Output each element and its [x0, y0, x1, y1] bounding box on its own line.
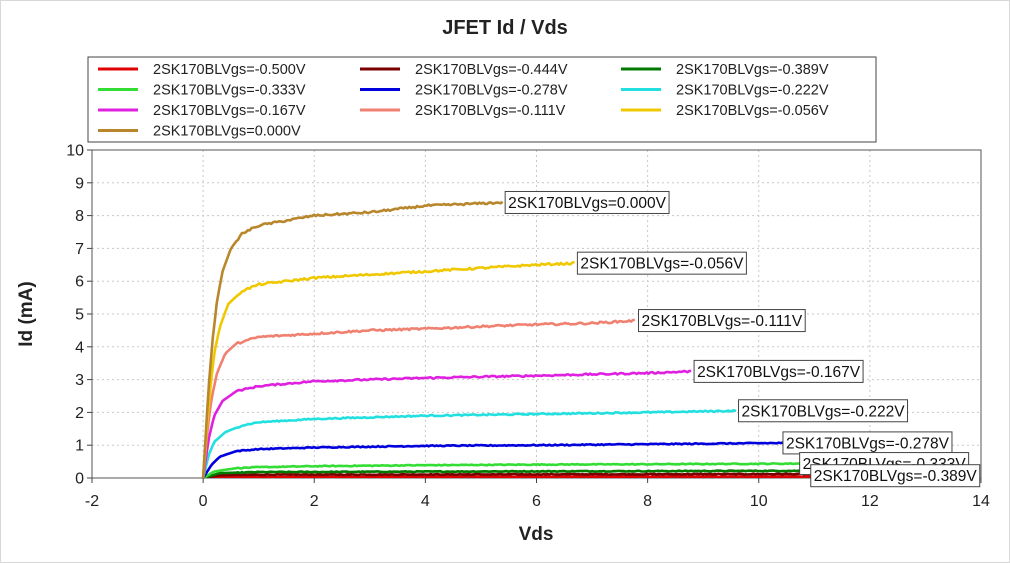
y-tick-label: 0 — [75, 471, 84, 488]
annotation-box — [576, 251, 747, 275]
series-line-2 — [202, 469, 815, 478]
annotation-label: 2SK170BLVgs=-0.278V — [786, 435, 950, 452]
annotation-box — [738, 399, 909, 423]
annotation-box — [638, 309, 806, 333]
legend: 2SK170BLVgs=-0.500V 2SK170BLVgs=-0.444V 2S… — [87, 56, 877, 143]
series-line-4 — [202, 441, 791, 478]
annotation: 2SK170BLVgs=-0.056V — [576, 251, 747, 275]
y-tick-label: 10 — [66, 143, 84, 160]
annotation-label: 2SK170BLVgs=-0.222V — [742, 403, 906, 420]
annotations: 2SK170BLVgs=0.000V 2SK170BLVgs=-0.056V 2SK… — [504, 190, 981, 488]
y-tick-label: 3 — [75, 372, 84, 389]
y-tick-label: 6 — [75, 274, 84, 291]
annotation: 2SK170BLVgs=-0.111V — [638, 309, 806, 333]
series-group — [201, 200, 815, 478]
annotation-label: 2SK170BLVgs=-0.389V — [814, 468, 978, 485]
legend-item: 2SK170BLVgs=-0.056V — [676, 103, 829, 119]
annotation: 2SK170BLVgs=-0.167V — [693, 359, 864, 383]
series-line-3 — [202, 462, 808, 478]
y-tick-label: 2 — [75, 405, 84, 422]
annotation-label: 2SK170BLVgs=0.000V — [508, 195, 667, 212]
annotation: 2SK170BLVgs=-0.278V — [782, 431, 953, 455]
legend-box — [87, 56, 877, 143]
legend-item: 2SK170BLVgs=-0.500V — [153, 62, 306, 78]
y-axis-label: Id (mA) — [16, 281, 37, 346]
x-tick-label: 0 — [199, 493, 208, 510]
legend-item: 2SK170BLVgs=-0.111V — [415, 103, 566, 119]
legend-item: 2SK170BLVgs=-0.278V — [415, 83, 568, 99]
y-tick-label: 1 — [75, 438, 84, 455]
annotation-label: 2SK170BLVgs=-0.056V — [580, 256, 744, 273]
y-axis: 0 1 2 3 4 5 6 7 8 9 10 — [66, 143, 92, 488]
series-line-7 — [201, 318, 636, 478]
x-tick-label: -2 — [85, 493, 99, 510]
y-tick-label: 5 — [75, 307, 84, 324]
series-line-6 — [201, 369, 692, 478]
series-line-0 — [203, 475, 814, 478]
legend-item: 2SK170BLVgs=-0.444V — [415, 62, 568, 78]
y-tick-label: 4 — [75, 339, 84, 356]
legend-item: 2SK170BLVgs=0.000V — [153, 124, 301, 140]
annotation: 2SK170BLVgs=0.000V — [504, 190, 670, 214]
chart-title: JFET Id / Vds — [442, 17, 568, 39]
annotation: 2SK170BLVgs=-0.389V — [810, 464, 981, 488]
legend-item: 2SK170BLVgs=-0.167V — [153, 103, 306, 119]
annotation-label: 2SK170BLVgs=-0.167V — [697, 364, 861, 381]
annotation: 2SK170BLVgs=-0.222V — [738, 399, 909, 423]
y-tick-label: 8 — [75, 208, 84, 225]
legend-item: 2SK170BLVgs=-0.222V — [676, 83, 829, 99]
x-tick-label: 6 — [532, 493, 541, 510]
annotation-label: 2SK170BLVgs=-0.111V — [642, 313, 803, 330]
x-tick-label: 2 — [310, 493, 319, 510]
legend-item: 2SK170BLVgs=-0.333V — [153, 83, 306, 99]
x-axis-label: Vds — [519, 524, 554, 545]
y-tick-label: 9 — [75, 175, 84, 192]
annotation-box — [693, 359, 864, 383]
series-line-1 — [202, 472, 814, 478]
x-tick-label: 12 — [861, 493, 879, 510]
x-axis: -2 0 2 4 6 8 10 12 14 — [85, 478, 990, 510]
annotation-box — [504, 190, 670, 214]
x-tick-label: 4 — [421, 493, 430, 510]
series-line-5 — [201, 409, 737, 478]
annotation-box — [810, 464, 981, 488]
x-tick-label: 8 — [643, 493, 652, 510]
legend-item: 2SK170BLVgs=-0.389V — [676, 62, 829, 78]
y-tick-label: 7 — [75, 241, 84, 258]
x-tick-label: 14 — [972, 493, 990, 510]
x-tick-label: 10 — [750, 493, 768, 510]
series-line-9 — [201, 200, 504, 478]
series-line-8 — [201, 260, 575, 478]
